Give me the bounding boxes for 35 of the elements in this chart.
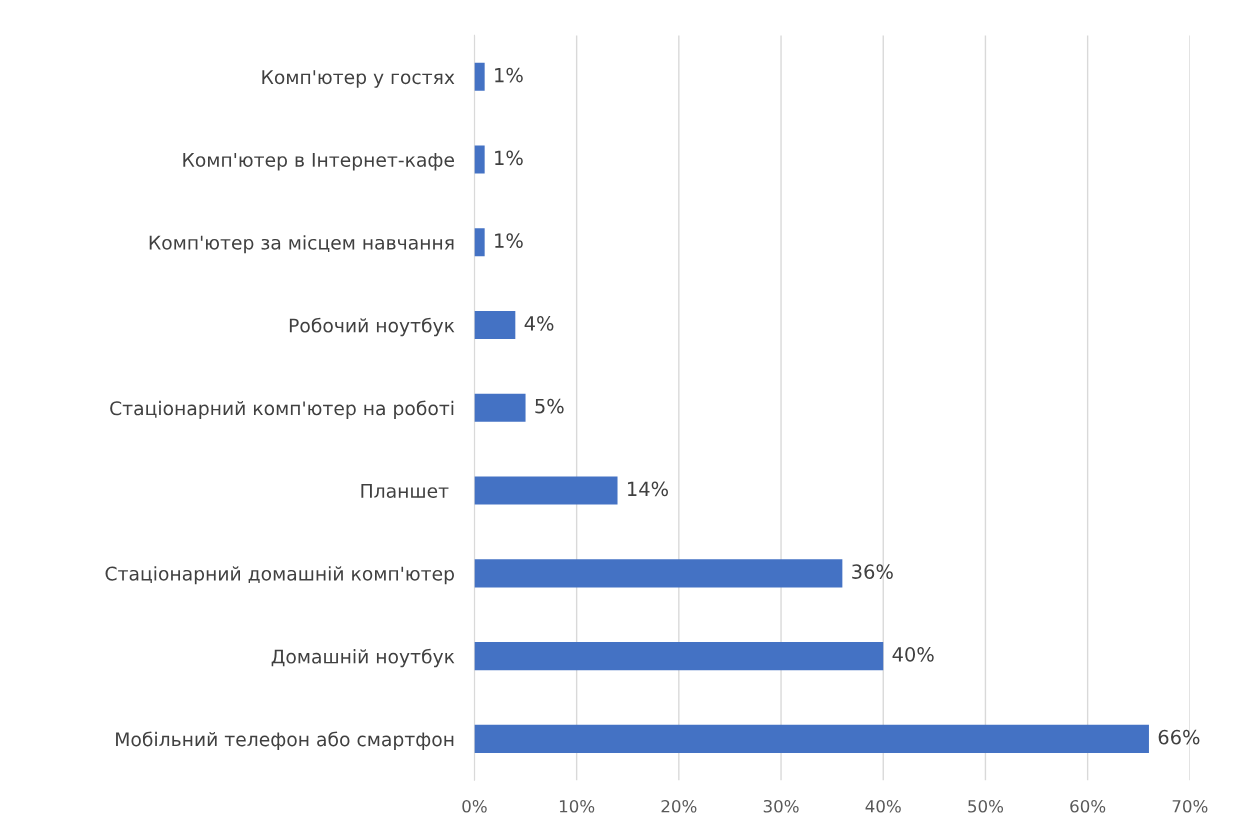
x-tick-label: 20% <box>661 799 697 813</box>
data-label: 1% <box>495 150 523 166</box>
data-label: 4% <box>524 315 554 331</box>
y-tick-label: Домашній ноутбук <box>271 648 455 668</box>
y-tick-label: Мобільний телефон або смартфон <box>116 731 454 751</box>
bar <box>474 310 516 340</box>
bar <box>474 228 485 257</box>
bar <box>474 393 526 422</box>
x-tick-label: 70% <box>1172 799 1208 813</box>
x-tick-label: 50% <box>968 799 1004 813</box>
bar <box>474 724 1149 753</box>
x-tick-label: 40% <box>865 799 901 813</box>
bar <box>474 145 485 174</box>
y-tick-label: Робочий ноутбук <box>289 317 455 337</box>
data-label: 1% <box>495 67 523 83</box>
y-tick-label: Комп'ютер у гостях <box>262 70 455 88</box>
data-label: 66% <box>1158 729 1200 745</box>
y-tick-label: Стаціонарний комп'ютер на роботі <box>110 400 454 419</box>
y-tick-label: Комп'ютер за місцем навчання <box>149 235 454 254</box>
bar <box>474 642 884 671</box>
bar <box>474 559 843 588</box>
data-label: 36% <box>852 564 893 579</box>
y-tick-label: Планшет <box>361 484 449 498</box>
y-tick-label: Комп'ютер в Інтернет-кафе <box>183 152 454 171</box>
data-label: 5% <box>535 398 564 414</box>
x-tick-label: 60% <box>1070 799 1106 813</box>
data-label: 40% <box>892 647 934 662</box>
data-label: 14% <box>627 481 668 497</box>
data-label: 1% <box>495 233 523 248</box>
bar <box>474 476 618 505</box>
x-tick-label: 10% <box>559 799 595 813</box>
bar <box>474 62 485 91</box>
x-tick-label: 30% <box>763 799 799 813</box>
x-tick-label: 0% <box>462 799 487 813</box>
y-tick-label: Стаціонарний домашній комп'ютер <box>105 566 454 585</box>
